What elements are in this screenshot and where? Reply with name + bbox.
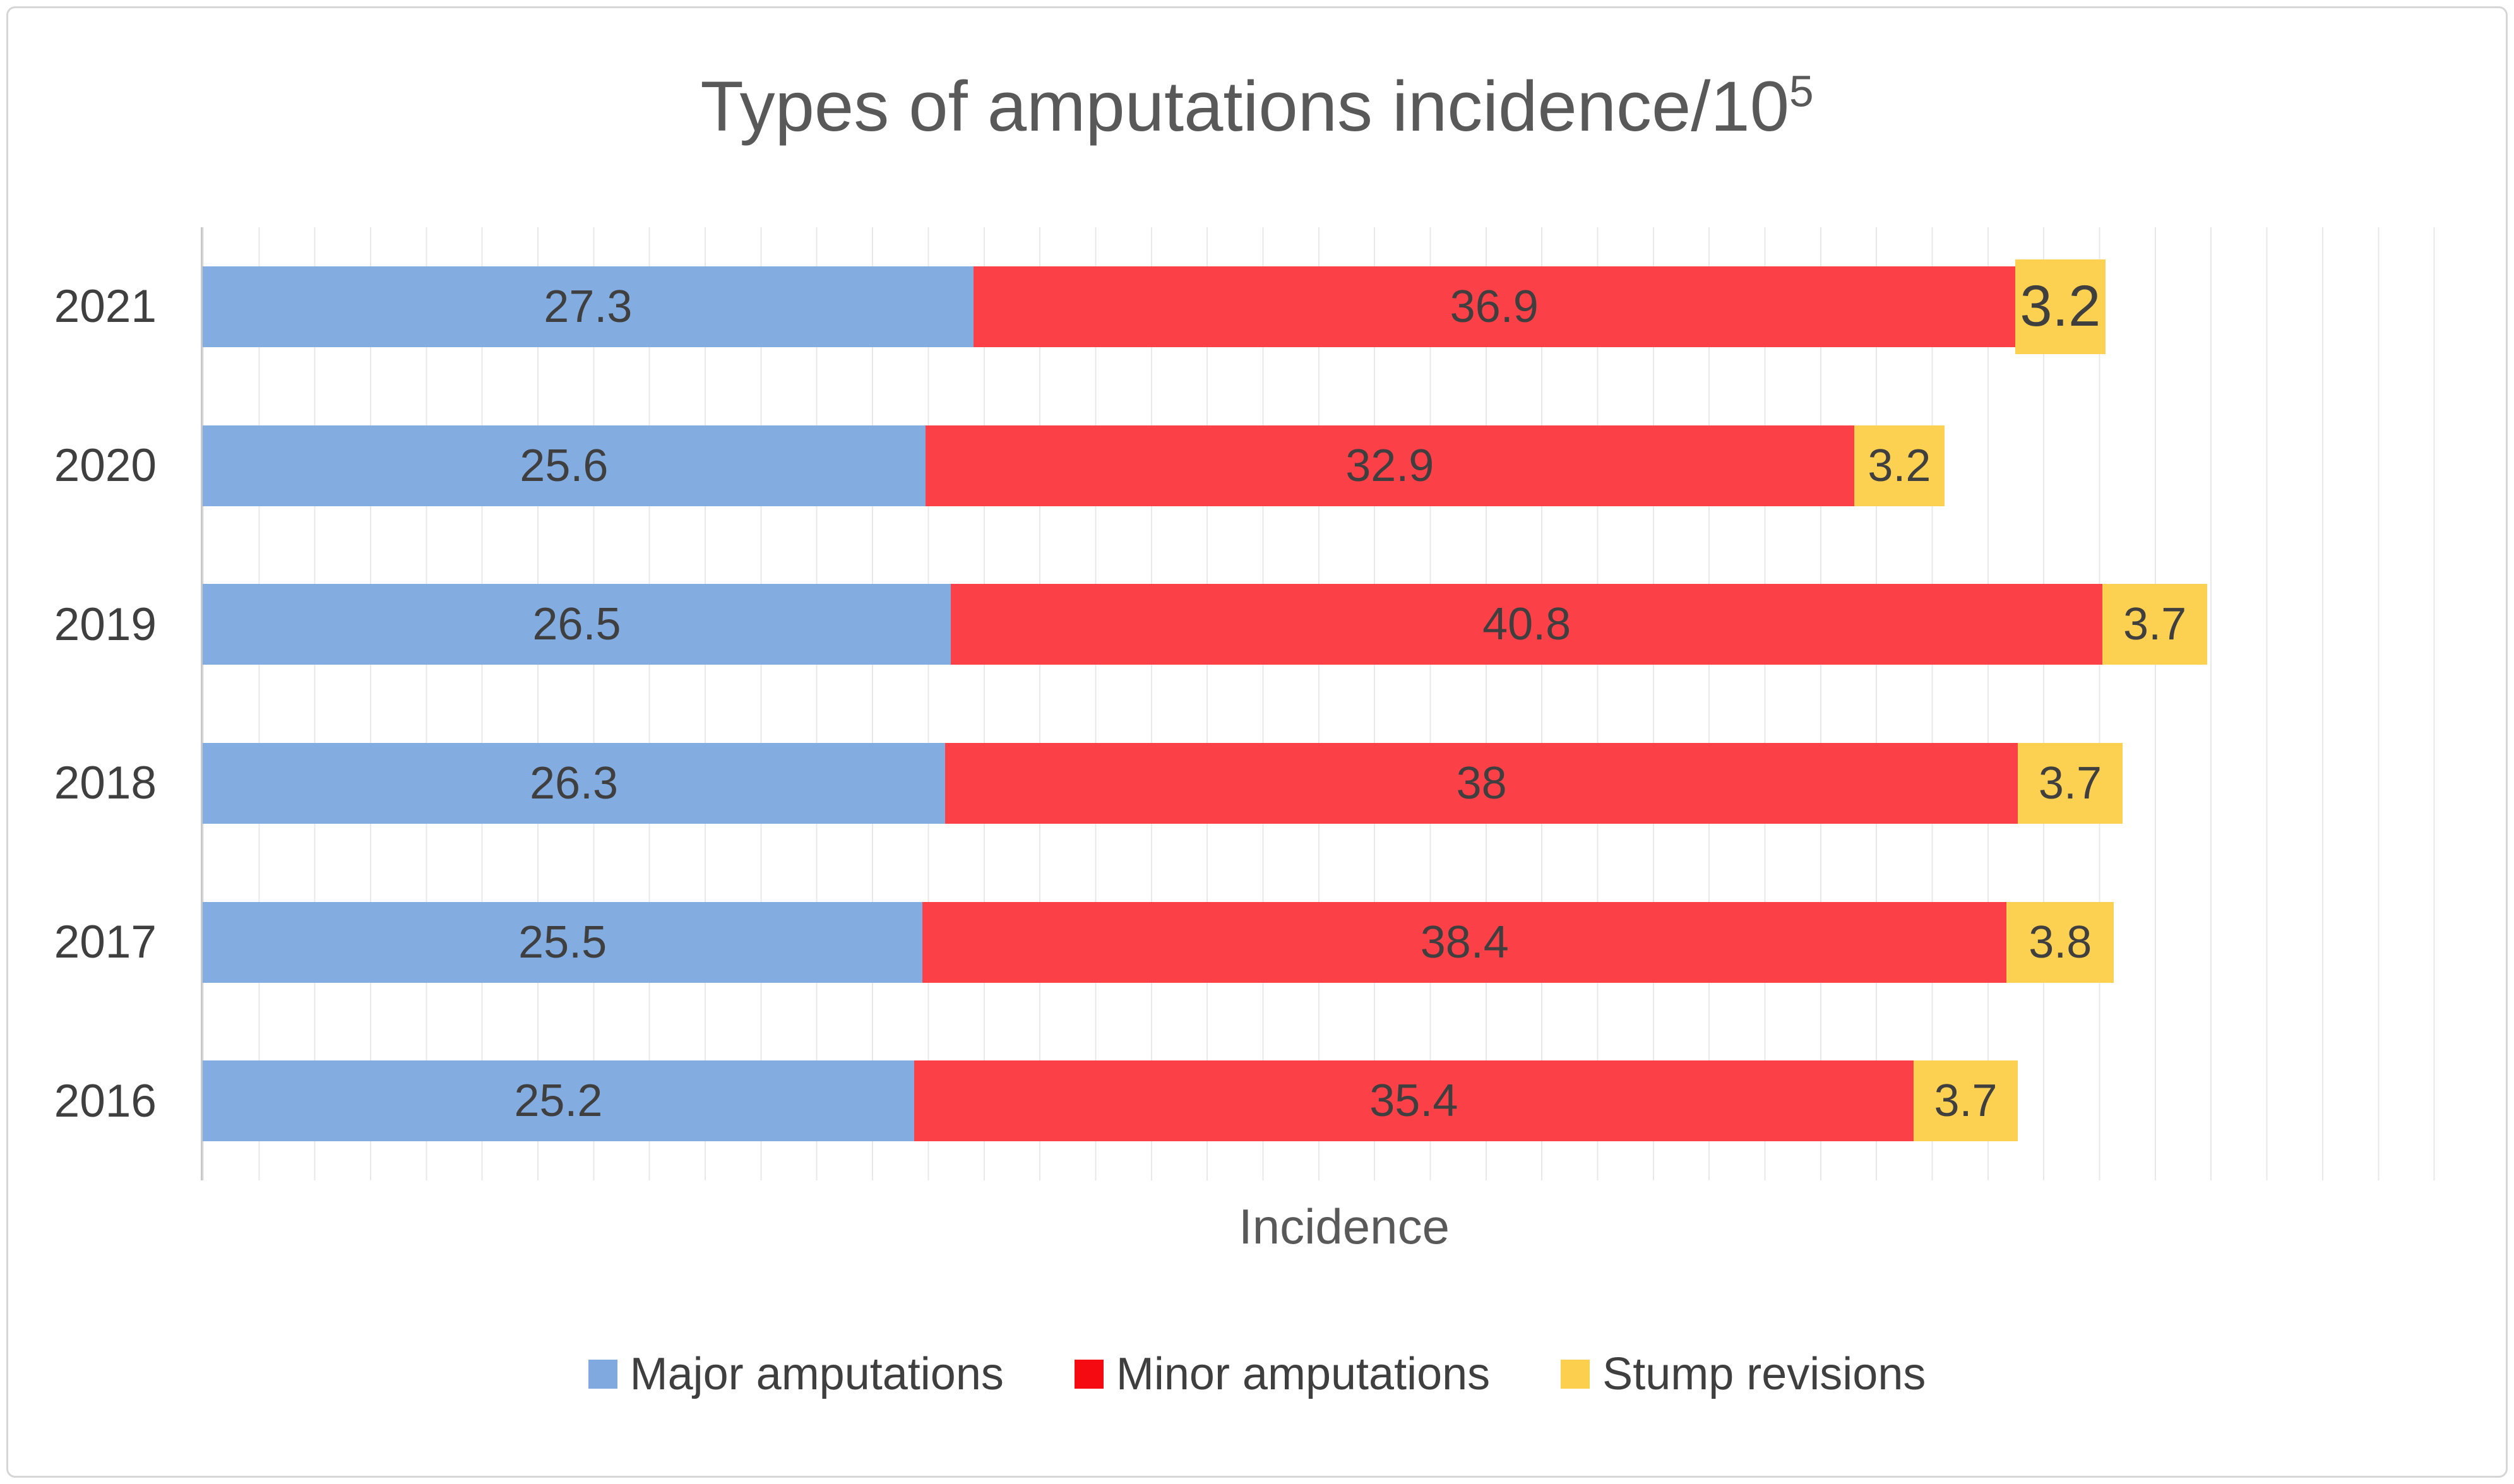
- data-label: 25.6: [520, 440, 609, 491]
- data-label: 25.2: [514, 1076, 603, 1127]
- bar-segment-stump-revisions: 3.7: [2018, 742, 2123, 824]
- bar-segment-stump-revisions: 3.8: [2006, 901, 2114, 983]
- bar-row-2017: 25.5 38.4 3.8: [203, 901, 2489, 983]
- bar-segment-major-amputations: 26.5: [203, 584, 951, 665]
- legend-item-minor-amputations: Minor amputations: [1074, 1348, 1491, 1400]
- data-label: 40.8: [1482, 599, 1571, 650]
- data-label: 26.3: [529, 757, 619, 809]
- bar-segment-major-amputations: 26.3: [203, 742, 946, 824]
- data-label: 3.2: [2020, 274, 2101, 339]
- plot-area: 27.3 36.9 3.2 25.6 32.9 3.2 26.5 40.8 3.7 26.3 38 3…: [201, 227, 2489, 1180]
- bar-segment-major-amputations: 25.5: [203, 901, 923, 983]
- data-label: 25.5: [518, 917, 607, 968]
- bar-segment-stump-revisions: 3.2: [1854, 425, 1945, 506]
- data-label: 38: [1456, 757, 1507, 809]
- bar-segment-stump-revisions: 3.2: [2015, 259, 2106, 354]
- category-label-2020: 2020: [54, 440, 157, 491]
- data-label: 3.2: [1868, 440, 1931, 491]
- bar-segment-major-amputations: 27.3: [203, 266, 974, 347]
- bar-segment-minor-amputations: 36.9: [973, 266, 2015, 347]
- category-label-2019: 2019: [54, 598, 157, 650]
- chart-title-superscript: 5: [1789, 66, 1814, 116]
- bar-segment-minor-amputations: 40.8: [950, 584, 2103, 665]
- legend-label-minor-amputations: Minor amputations: [1116, 1349, 1491, 1399]
- category-label-2021: 2021: [54, 281, 157, 333]
- bar-row-2020: 25.6 32.9 3.2: [203, 425, 2489, 506]
- legend: Major amputations Minor amputations Stump …: [0, 1348, 2514, 1400]
- legend-item-major-amputations: Major amputations: [588, 1348, 1004, 1400]
- data-label: 38.4: [1420, 917, 1509, 968]
- bar-segment-stump-revisions: 3.7: [1913, 1060, 2018, 1142]
- chart-title-text: Types of amputations incidence/10: [700, 67, 1789, 146]
- bar-segment-major-amputations: 25.6: [203, 425, 926, 506]
- data-label: 3.7: [2038, 757, 2102, 809]
- chart-title: Types of amputations incidence/105: [0, 66, 2514, 147]
- bar-row-2018: 26.3 38 3.7: [203, 742, 2489, 824]
- category-label-2016: 2016: [54, 1075, 157, 1127]
- data-label: 26.5: [532, 599, 621, 650]
- legend-item-stump-revisions: Stump revisions: [1561, 1348, 1926, 1400]
- data-label: 3.8: [2028, 917, 2092, 968]
- bar-segment-stump-revisions: 3.7: [2102, 584, 2207, 665]
- y-axis-category-labels: 2021 2020 2019 2018 2017 2016: [0, 227, 157, 1180]
- legend-swatch-major-amputations: [588, 1360, 617, 1389]
- bar-segment-minor-amputations: 35.4: [914, 1060, 1914, 1142]
- bar-row-2019: 26.5 40.8 3.7: [203, 584, 2489, 665]
- data-label: 3.7: [1934, 1076, 1998, 1127]
- bar-segment-minor-amputations: 38.4: [922, 901, 2007, 983]
- data-label: 27.3: [544, 281, 633, 332]
- bar-segment-major-amputations: 25.2: [203, 1060, 914, 1142]
- bar-segment-minor-amputations: 32.9: [925, 425, 1854, 506]
- data-label: 35.4: [1369, 1076, 1458, 1127]
- bar-segment-minor-amputations: 38: [945, 742, 2018, 824]
- legend-label-major-amputations: Major amputations: [629, 1349, 1004, 1399]
- data-label: 36.9: [1450, 281, 1539, 332]
- data-label: 32.9: [1345, 440, 1434, 491]
- category-label-2017: 2017: [54, 917, 157, 968]
- category-label-2018: 2018: [54, 757, 157, 809]
- x-axis-title: Incidence: [1239, 1199, 1450, 1254]
- data-label: 3.7: [2123, 599, 2187, 650]
- legend-swatch-minor-amputations: [1074, 1360, 1104, 1389]
- legend-label-stump-revisions: Stump revisions: [1602, 1349, 1926, 1399]
- bar-row-2021: 27.3 36.9 3.2: [203, 259, 2489, 354]
- bar-row-2016: 25.2 35.4 3.7: [203, 1060, 2489, 1142]
- legend-swatch-stump-revisions: [1561, 1360, 1590, 1389]
